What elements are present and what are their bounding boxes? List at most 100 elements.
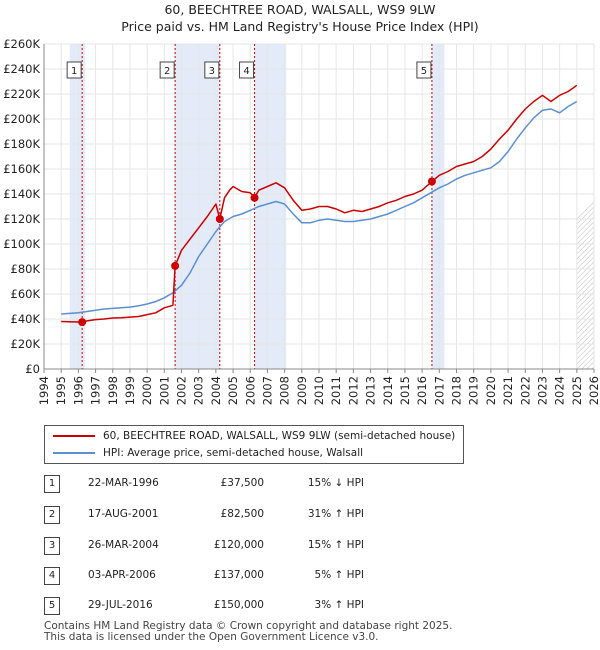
legend-item-property: 60, BEECHTREE ROAD, WALSALL, WS9 9LW (se…: [53, 428, 455, 444]
x-tick-label: 2008: [278, 376, 292, 405]
y-tick-label: £140K: [3, 187, 40, 201]
transaction-price: £150,000: [213, 599, 264, 611]
x-tick-label: 2018: [450, 376, 464, 405]
hpi-line: [61, 100, 578, 315]
legend-label-property: 60, BEECHTREE ROAD, WALSALL, WS9 9LW (se…: [103, 430, 456, 442]
transaction-price: £137,000: [213, 569, 264, 581]
transaction-hpi-diff: 5% ↑ HPI: [314, 569, 364, 581]
x-tick-label: 1996: [71, 376, 85, 405]
y-tick-label: £60K: [11, 287, 41, 301]
future-hatch: [576, 201, 594, 220]
transaction-label: 2: [164, 66, 170, 77]
y-tick-label: £240K: [3, 62, 40, 76]
table-row: 5 29-JUL-2016 £150,000 3% ↑ HPI: [44, 597, 464, 615]
y-tick-label: £80K: [11, 262, 41, 276]
transaction-point: [78, 318, 87, 327]
transaction-badge: 2: [44, 506, 60, 524]
x-tick-label: 2011: [329, 376, 343, 405]
y-tick-label: £200K: [3, 112, 40, 126]
property-price-line: [61, 84, 578, 323]
x-tick-label: 2017: [432, 376, 446, 405]
transaction-date: 26-MAR-2004: [88, 539, 159, 551]
shaded-span: [431, 44, 445, 369]
transaction-badge: 1: [44, 475, 60, 493]
transaction-hpi-diff: 15% ↑ HPI: [307, 539, 364, 551]
transaction-label-box: [416, 61, 432, 79]
transaction-price: £37,500: [220, 477, 264, 489]
x-tick-label: 2026: [587, 376, 600, 405]
legend-swatch-hpi: [53, 452, 95, 454]
x-tick-label: 2002: [175, 376, 189, 405]
transaction-price: £120,000: [213, 539, 264, 551]
x-tick-label: 1994: [37, 376, 51, 405]
y-tick-label: £120K: [3, 212, 40, 226]
transaction-point: [250, 193, 259, 202]
transaction-hpi-diff: 15% ↓ HPI: [307, 477, 364, 489]
x-tick-label: 1995: [54, 376, 68, 405]
y-tick-label: £160K: [3, 162, 40, 176]
transaction-label-box: [239, 61, 255, 79]
transaction-label: 3: [209, 66, 215, 77]
table-row: 3 26-MAR-2004 £120,000 15% ↑ HPI: [44, 537, 464, 555]
x-tick-label: 2023: [535, 376, 549, 405]
transaction-badge: 4: [44, 567, 60, 585]
y-tick-label: £20K: [11, 337, 41, 351]
transaction-label-box: [204, 61, 220, 79]
future-hatch: [576, 301, 594, 320]
x-tick-label: 2004: [209, 376, 223, 405]
transaction-date: 29-JUL-2016: [88, 599, 153, 611]
shaded-span: [69, 44, 86, 369]
x-tick-label: 2024: [553, 376, 567, 405]
shaded-span: [174, 44, 221, 369]
x-tick-label: 1997: [89, 376, 103, 405]
x-tick-label: 2019: [467, 376, 481, 405]
transaction-point: [427, 177, 436, 186]
transaction-label-box: [66, 61, 82, 79]
y-tick-label: £180K: [3, 137, 40, 151]
transaction-hpi-diff: 31% ↑ HPI: [307, 508, 364, 520]
transaction-date: 22-MAR-1996: [88, 477, 159, 489]
transaction-label: 4: [243, 66, 249, 77]
transaction-badge: 5: [44, 597, 60, 615]
x-tick-label: 2000: [140, 376, 154, 405]
price-chart: 1 2 3 4 5 £0 £20K £40K £60K £80K £100K £120K £140K £1…: [3, 37, 600, 405]
x-tick-label: 1999: [123, 376, 137, 405]
footer-copyright: Contains HM Land Registry data © Crown c…: [44, 620, 453, 632]
transaction-badge: 3: [44, 537, 60, 555]
x-tick-label: 2001: [157, 376, 171, 405]
x-tick-label: 2022: [518, 376, 532, 405]
x-tick-label: 2005: [226, 376, 240, 405]
chart-subtitle: Price paid vs. HM Land Registry's House …: [121, 19, 479, 34]
transaction-hpi-diff: 3% ↑ HPI: [314, 599, 364, 611]
table-row: 4 03-APR-2006 £137,000 5% ↑ HPI: [44, 567, 464, 585]
table-row: 1 22-MAR-1996 £37,500 15% ↓ HPI: [44, 475, 464, 493]
x-tick-label: 2007: [260, 376, 274, 405]
x-tick-label: 2009: [295, 376, 309, 405]
x-tick-label: 2016: [415, 376, 429, 405]
x-tick-label: 2003: [192, 376, 206, 405]
x-tick-label: 2010: [312, 376, 326, 405]
x-tick-label: 2020: [484, 376, 498, 405]
transaction-label: 5: [421, 66, 427, 77]
y-tick-label: £40K: [11, 312, 41, 326]
legend: 60, BEECHTREE ROAD, WALSALL, WS9 9LW (se…: [44, 425, 464, 464]
x-tick-label: 2013: [364, 376, 378, 405]
footer-license: This data is licensed under the Open Gov…: [44, 631, 379, 643]
transaction-date: 17-AUG-2001: [88, 508, 159, 520]
legend-item-hpi: HPI: Average price, semi-detached house,…: [53, 445, 363, 461]
y-tick-label: £260K: [3, 37, 40, 51]
x-tick-label: 2015: [398, 376, 412, 405]
transaction-date: 03-APR-2006: [88, 569, 156, 581]
future-hatch: [576, 306, 594, 325]
transaction-point: [171, 261, 180, 270]
x-tick-label: 2025: [570, 376, 584, 405]
x-tick-label: 2006: [243, 376, 257, 405]
y-tick-label: £220K: [3, 87, 40, 101]
x-tick-label: 2012: [346, 376, 360, 405]
transaction-point: [215, 215, 224, 223]
footer: Contains HM Land Registry data © Crown c…: [44, 621, 452, 643]
legend-swatch-property: [53, 435, 95, 437]
x-tick-label: 2021: [501, 376, 515, 405]
chart-title: 60, BEECHTREE ROAD, WALSALL, WS9 9LW: [164, 2, 436, 17]
y-tick-label: £100K: [3, 237, 40, 251]
